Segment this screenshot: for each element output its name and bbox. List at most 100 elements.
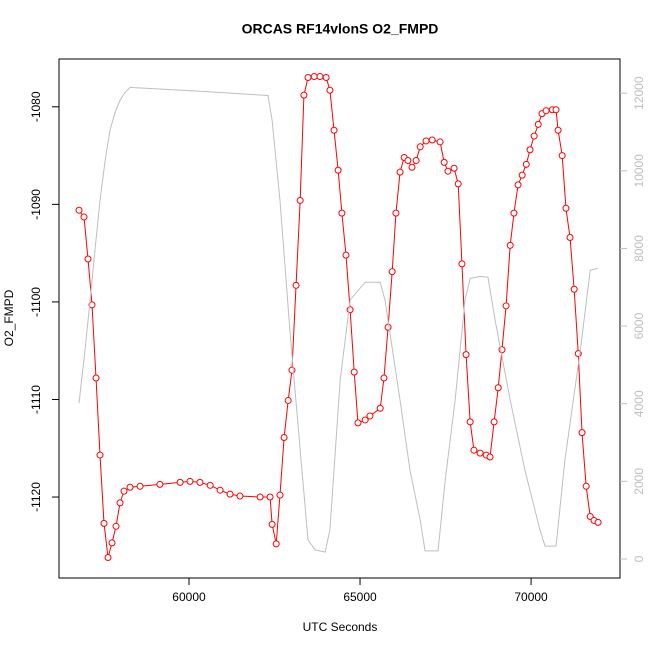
point bbox=[266, 493, 274, 501]
point bbox=[100, 519, 108, 527]
point bbox=[530, 132, 538, 140]
point bbox=[522, 160, 530, 168]
point bbox=[552, 106, 560, 114]
y2-tick-label: 6000 bbox=[632, 312, 646, 339]
point bbox=[582, 482, 590, 490]
point bbox=[216, 486, 224, 494]
point bbox=[346, 306, 354, 314]
point bbox=[408, 163, 416, 171]
point bbox=[330, 126, 338, 134]
point bbox=[112, 522, 120, 530]
point bbox=[206, 481, 214, 489]
point bbox=[316, 73, 324, 81]
point bbox=[470, 446, 478, 454]
point bbox=[534, 120, 542, 128]
point bbox=[422, 137, 430, 145]
point bbox=[570, 285, 578, 293]
point bbox=[416, 143, 424, 151]
point bbox=[462, 351, 470, 359]
point bbox=[120, 487, 128, 495]
point bbox=[116, 499, 124, 507]
y-tick-label: -1120 bbox=[29, 482, 43, 512]
point bbox=[578, 429, 586, 437]
point bbox=[304, 74, 312, 82]
x-tick-label: 60000 bbox=[172, 590, 206, 604]
point bbox=[376, 404, 384, 412]
point bbox=[361, 416, 369, 424]
point bbox=[310, 73, 318, 81]
point bbox=[156, 480, 164, 488]
x-axis-label: UTC Seconds bbox=[303, 620, 378, 634]
point bbox=[428, 136, 436, 144]
point bbox=[494, 384, 502, 392]
x-tick-label: 65000 bbox=[343, 590, 377, 604]
point bbox=[176, 478, 184, 486]
point bbox=[292, 281, 300, 289]
point bbox=[342, 251, 350, 259]
point bbox=[296, 196, 304, 204]
point bbox=[562, 204, 570, 212]
point bbox=[284, 396, 292, 404]
point bbox=[272, 540, 280, 548]
y2-tick-label: 10000 bbox=[632, 154, 646, 188]
point bbox=[126, 483, 134, 491]
y-tick-label: -1100 bbox=[29, 287, 43, 317]
point bbox=[75, 206, 83, 214]
point bbox=[404, 156, 412, 164]
point bbox=[526, 146, 534, 154]
point bbox=[510, 209, 518, 217]
point bbox=[196, 478, 204, 486]
point bbox=[366, 412, 374, 420]
y-tick-label: -1080 bbox=[29, 91, 43, 122]
plot-frame bbox=[58, 58, 621, 579]
point bbox=[338, 209, 346, 217]
point bbox=[518, 171, 526, 179]
y-tick-label: -1090 bbox=[29, 189, 43, 220]
point bbox=[412, 156, 420, 164]
y2-tick-label: 12000 bbox=[632, 76, 646, 110]
point bbox=[226, 490, 234, 498]
point bbox=[454, 180, 462, 188]
point bbox=[384, 323, 392, 331]
point bbox=[84, 255, 92, 263]
point bbox=[502, 302, 510, 310]
point bbox=[300, 91, 308, 99]
point bbox=[380, 374, 388, 382]
point bbox=[334, 166, 342, 174]
x-tick-label: 70000 bbox=[514, 590, 548, 604]
point bbox=[104, 554, 112, 562]
point bbox=[466, 418, 474, 426]
point bbox=[558, 152, 566, 160]
point bbox=[276, 491, 284, 499]
point bbox=[350, 368, 358, 376]
point bbox=[594, 518, 602, 526]
point bbox=[236, 492, 244, 500]
point bbox=[88, 301, 96, 309]
point bbox=[354, 419, 362, 427]
point bbox=[506, 241, 514, 249]
point bbox=[80, 213, 88, 221]
chart-title: ORCAS RF14vlonS O2_FMPD bbox=[242, 21, 439, 37]
point bbox=[514, 181, 522, 189]
point bbox=[92, 374, 100, 382]
y2-tick-label: 0 bbox=[632, 555, 646, 562]
point bbox=[388, 268, 396, 276]
y2-tick-label: 4000 bbox=[632, 390, 646, 417]
line-y2 bbox=[78, 86, 599, 553]
point bbox=[96, 451, 104, 459]
point bbox=[392, 209, 400, 217]
point bbox=[108, 539, 116, 547]
y-tick-label: -1110 bbox=[29, 385, 43, 414]
point bbox=[542, 107, 550, 115]
point bbox=[280, 434, 288, 442]
point bbox=[326, 86, 334, 94]
point bbox=[486, 453, 494, 461]
point bbox=[288, 366, 296, 374]
point bbox=[440, 158, 448, 166]
point bbox=[396, 168, 404, 176]
point bbox=[444, 167, 452, 175]
y2-tick-label: 8000 bbox=[632, 235, 646, 262]
point bbox=[458, 260, 466, 268]
point bbox=[268, 520, 276, 528]
point bbox=[490, 418, 498, 426]
